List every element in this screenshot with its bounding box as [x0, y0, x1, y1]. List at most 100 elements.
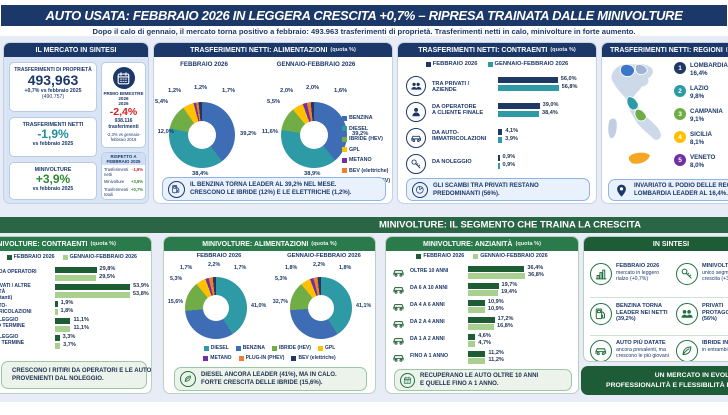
- panel-header-title: TRASFERIMENTI NETTI: ALIMENTAZIONI: [190, 46, 328, 54]
- bimestre-note: -2,3% vs gennaio-febbraio 2019: [106, 132, 141, 142]
- confronto-row: Trasferimenti totali +0,7%: [102, 184, 145, 197]
- car-icon: [406, 128, 426, 148]
- pie-label-gpl: 5,4%: [155, 99, 169, 105]
- legend-item: GPL: [317, 345, 335, 351]
- pie-label-plugin: 2,2%: [313, 262, 326, 268]
- legend-label: METANO: [210, 355, 232, 361]
- region-name: VENETO: [690, 154, 716, 161]
- legend-label: GENNAIO-FEBBRAIO 2026: [480, 253, 548, 259]
- bar-value: 11,1%: [73, 325, 90, 331]
- key-icon: [406, 154, 426, 174]
- sintesi-item-title: BENZINA TORNA LEADER NEI NETTI (39,2%): [616, 303, 668, 323]
- bar-febbraio: 17,2%: [468, 316, 514, 323]
- panel-netti-alimentazioni: TRASFERIMENTI NETTI: ALIMENTAZIONI (quot…: [153, 42, 393, 204]
- pie-label-gpl: 5,3%: [275, 276, 288, 282]
- legend-label: GENNAIO-FEBBRAIO 2026: [69, 254, 137, 260]
- legend-swatch: [291, 355, 297, 361]
- bar-value: 3,3%: [62, 334, 76, 340]
- bar-gen-feb: 38,4%: [498, 110, 558, 117]
- region-name: LOMBARDIA: [690, 62, 728, 69]
- row-label-line1: DA AUTO-: [432, 130, 459, 136]
- legend-item: IBRIDE (HEV): [272, 345, 311, 351]
- note-text: RECUPERANO LE AUTO OLTRE 10 ANNI E QUELL…: [420, 372, 538, 387]
- legend-swatch: [62, 254, 68, 260]
- bar-gen-feb: 56,8%: [498, 84, 577, 91]
- panel-header-title: MINIVOLTURE: ANZIANITÀ: [423, 240, 513, 248]
- card-primo-bimestre: PRIMO BIMESTRE 2026 2026 -2,4% 938.116 t…: [101, 62, 146, 148]
- legend-label: GPL: [349, 146, 360, 153]
- row-bars: 3,3% 3,7%: [55, 334, 133, 351]
- legend-item: DIESEL: [203, 345, 229, 351]
- legend-label: BEV (elettriche): [298, 355, 336, 361]
- pie-label-plugin: 1,6%: [334, 88, 348, 94]
- page-title: AUTO USATA: FEBBRAIO 2026 IN LEGGERA CRE…: [1, 5, 727, 26]
- pie-label-benzina: 39,2%: [240, 131, 257, 137]
- note-line2: PREDOMINANTI (56%).: [433, 189, 500, 197]
- row-bars: 1,9% 1,8%: [55, 300, 133, 317]
- region-rank-row: 5 VENETO 8,0%: [674, 154, 715, 169]
- row-label-line2: BREVE TERMINE: [0, 339, 25, 346]
- bar-value: 4,1%: [505, 128, 519, 134]
- pie-label-metano: 1,8%: [285, 265, 298, 271]
- bar-value: 11,2%: [488, 350, 504, 356]
- row-label: DA 4 A 6 ANNI: [410, 302, 445, 308]
- pie-label-ibride: 11,6%: [261, 129, 278, 135]
- legend-label: BENZINA: [349, 115, 373, 121]
- row-bars: 36,4% 36,8%: [468, 265, 544, 281]
- row-label-line1: DA NOLEGGIO: [0, 334, 19, 340]
- calendar-icon: [400, 372, 415, 388]
- bar-value: 16,8%: [497, 323, 513, 329]
- region-value: 9,8%: [690, 92, 705, 100]
- bar-value: 56,0%: [560, 76, 577, 82]
- note-line1: INVARIATO IL PODIO DELLE REGIONI: [634, 182, 728, 190]
- row-label: DA NOLEGGIO: [432, 159, 494, 165]
- legend-label: PLUG-IN (PHEV): [245, 355, 285, 361]
- panel-header: IN SINTESI: [584, 237, 728, 251]
- legend-swatch: [473, 253, 479, 259]
- bar-value: 36,8%: [528, 272, 544, 278]
- legend-swatch: [235, 345, 241, 351]
- bar-gen-feb: 29,5%: [55, 274, 115, 281]
- car-icon: [392, 283, 405, 296]
- legend-swatch: [6, 254, 12, 260]
- panel-mini-contraenti: MINIVOLTURE: CONTRAENTI (quota %) FEBBRA…: [0, 236, 152, 394]
- row-label: DA AUTO- IMMATRICOLAZIONI: [432, 130, 494, 143]
- row-label-line2: LUNGO TERMINE: [0, 322, 25, 329]
- leaf-icon: [180, 371, 196, 387]
- panel-mini-anzianita: MINIVOLTURE: ANZIANITÀ (quota %) FEBBRAI…: [385, 236, 579, 394]
- row-bars: 29,8% 29,5%: [55, 266, 133, 283]
- bar-value: 53,8%: [132, 291, 149, 297]
- bar-value: 36,4%: [527, 265, 544, 271]
- legend-label: FEBBRAIO 2026: [13, 254, 55, 260]
- legend-swatch: [342, 126, 347, 131]
- note-text: CRESCONO I RITIRI DA OPERATORI E LE AUTO…: [12, 367, 151, 382]
- row-label-line1: DA AUTO-IMMATRICOLAZIONI: [0, 303, 32, 315]
- car-icon: [392, 300, 405, 313]
- panel-header: TRASFERIMENTI NETTI: CONTRAENTI (quota %…: [398, 43, 596, 57]
- bar-value: 3,9%: [505, 136, 518, 142]
- pie1-title: FEBBRAIO 2026: [180, 61, 228, 68]
- mini-alimentazioni-legend-row1: DIESEL BENZINA IBRIDE (HEV) GPL: [164, 345, 375, 351]
- row-bars: 4,6% 4,7%: [468, 333, 530, 349]
- row-bars: 11,1% 11,1%: [55, 317, 133, 334]
- note-line1: GLI SCAMBI TRA PRIVATI RESTANO: [433, 181, 539, 189]
- row-bars: 17,2% 16,8%: [468, 316, 530, 332]
- people-icon: [676, 303, 698, 325]
- legend-swatch: [272, 345, 278, 351]
- card-rispetto-febbraio: RISPETTO A FEBBRAIO 2025 Trasferimenti n…: [101, 152, 146, 200]
- confronto-row: Trasferimenti netti -1,9%: [102, 165, 145, 177]
- car-icon: [392, 317, 405, 330]
- divider: [590, 297, 728, 298]
- card-value: -1,9%: [37, 127, 69, 141]
- banner-title: MINIVOLTURE: IL SEGMENTO CHE TRAINA LA C…: [379, 219, 641, 231]
- legend-swatch: [342, 147, 347, 152]
- legend-swatch: [425, 61, 431, 67]
- bar-value: 3,7%: [63, 342, 76, 348]
- contraenti-note: GLI SCAMBI TRA PRIVATI RESTANO PREDOMINA…: [406, 178, 590, 201]
- row-label: FINO A 1 ANNO: [410, 353, 449, 359]
- alimentazioni-note: IL BENZINA TORNA LEADER AL 39,2% NEL MES…: [162, 177, 386, 201]
- card-sub: vs febbraio 2025: [32, 186, 74, 193]
- region-value: 8,0%: [690, 161, 705, 169]
- bar-febbraio: 53,9%: [55, 283, 149, 290]
